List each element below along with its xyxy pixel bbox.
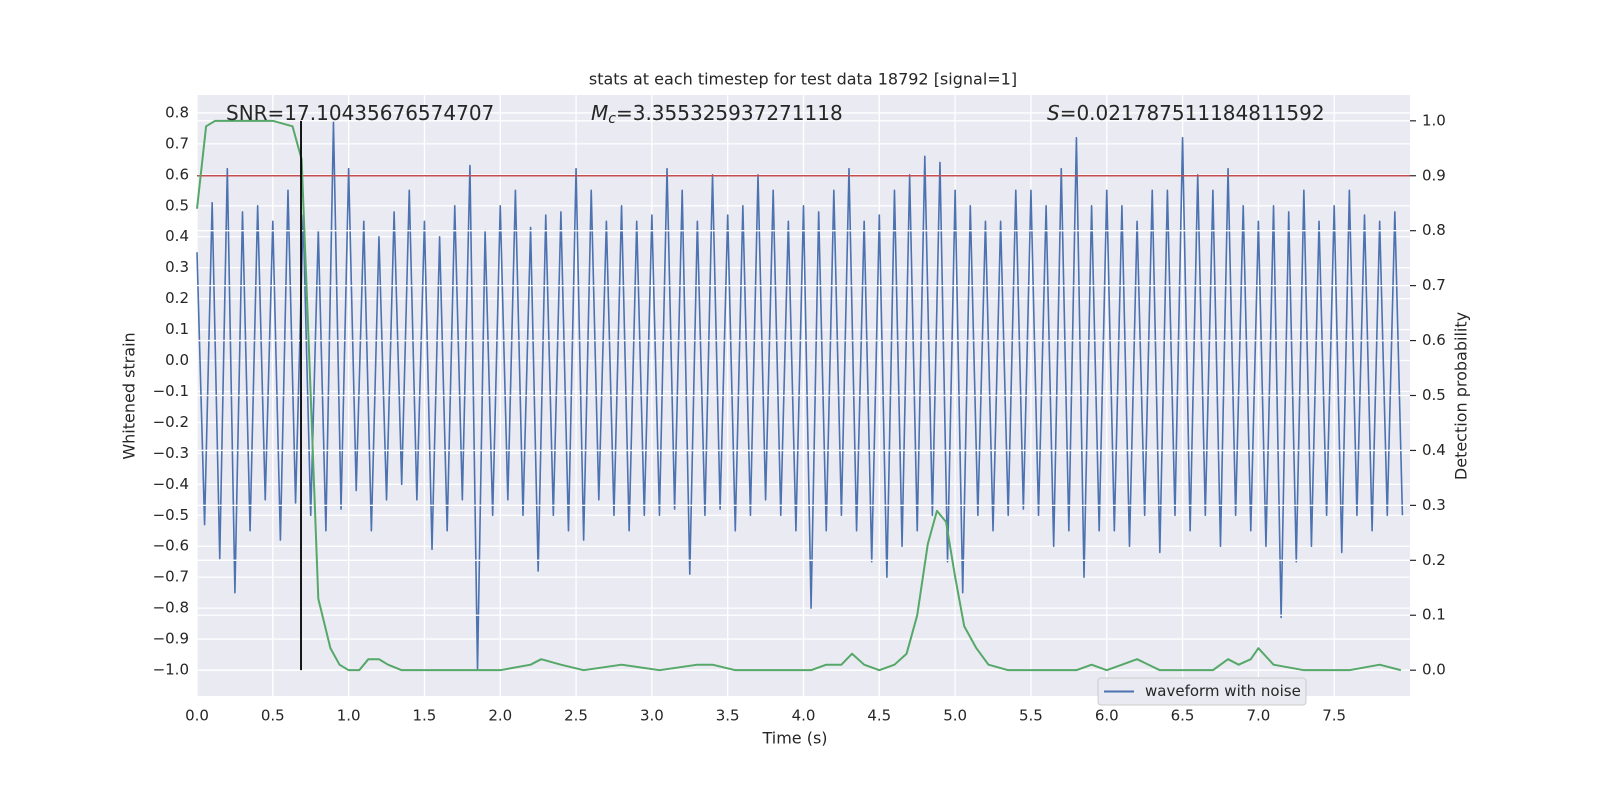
x-axis-label: Time (s) [761, 729, 827, 748]
y2-tick-label: 0.9 [1422, 166, 1446, 184]
y2-tick-label: 1.0 [1422, 111, 1446, 129]
y-tick-label: −0.4 [153, 475, 189, 493]
y-tick-label: −0.2 [153, 413, 189, 431]
chart-title: stats at each timestep for test data 187… [589, 70, 1017, 89]
x-tick-label: 2.5 [564, 707, 588, 725]
y-tick-label: 0.0 [165, 351, 189, 369]
annotation: Mc=3.355325937271118 [591, 101, 843, 128]
annotation-subscript: c [608, 111, 616, 127]
y2-tick-label: 0.2 [1422, 551, 1446, 569]
annotation-text: =0.021787511184811592 [1060, 101, 1325, 125]
y-tick-label: −1.0 [153, 661, 189, 679]
annotation-symbol: S [1047, 101, 1060, 125]
x-tick-label: 7.5 [1322, 707, 1346, 725]
y-tick-label: −0.9 [153, 630, 189, 648]
y-tick-label: −0.8 [153, 599, 189, 617]
x-tick-label: 3.0 [640, 707, 664, 725]
x-tick-label: 5.5 [1019, 707, 1043, 725]
y2-tick-label: 0.5 [1422, 386, 1446, 404]
legend-label: waveform with noise [1145, 682, 1301, 700]
x-tick-label: 4.0 [792, 707, 816, 725]
x-tick-label: 1.0 [337, 707, 361, 725]
y-axis-label: Whitened strain [120, 332, 139, 459]
y-tick-label: −0.3 [153, 444, 189, 462]
y2-tick-label: 0.4 [1422, 441, 1446, 459]
y-tick-label: 0.4 [165, 227, 189, 245]
y2-axis-label: Detection probability [1452, 312, 1471, 480]
y-tick-label: 0.1 [165, 320, 189, 338]
x-tick-label: 2.0 [488, 707, 512, 725]
x-tick-label: 0.0 [185, 707, 209, 725]
y-tick-label: −0.6 [153, 537, 189, 555]
annotation-text: SNR=17.10435676574707 [226, 101, 494, 125]
x-tick-label: 5.0 [943, 707, 967, 725]
x-tick-label: 4.5 [867, 707, 891, 725]
x-tick-label: 1.5 [413, 707, 437, 725]
annotation-symbol: M [591, 101, 608, 125]
x-tick-label: 6.5 [1171, 707, 1195, 725]
y2-tick-label: 0.8 [1422, 221, 1446, 239]
y-tick-label: −0.5 [153, 506, 189, 524]
x-tick-label: 3.5 [716, 707, 740, 725]
x-tick-label: 6.0 [1095, 707, 1119, 725]
line-series [196, 119, 1402, 672]
annotation: S=0.021787511184811592 [1047, 101, 1325, 125]
y-tick-label: 0.5 [165, 196, 189, 214]
y-tick-label: 0.2 [165, 289, 189, 307]
y2-tick-label: 0.6 [1422, 331, 1446, 349]
line-series [196, 121, 1404, 671]
annotation-text: =3.355325937271118 [616, 101, 843, 125]
x-tick-label: 0.5 [261, 707, 285, 725]
y2-tick-label: 0.3 [1422, 496, 1446, 514]
y2-tick-label: 0.0 [1422, 661, 1446, 679]
x-tick-label: 7.0 [1246, 707, 1270, 725]
y2-tick-label: 0.7 [1422, 276, 1446, 294]
y-tick-label: 0.6 [165, 165, 189, 183]
y-tick-label: 0.7 [165, 134, 189, 152]
y2-tick-label: 0.1 [1422, 606, 1446, 624]
annotation: SNR=17.10435676574707 [226, 101, 494, 125]
y-tick-label: −0.1 [153, 382, 189, 400]
y-tick-label: −0.7 [153, 568, 189, 586]
legend-box [1097, 677, 1307, 706]
y-tick-label: 0.3 [165, 258, 189, 276]
y-tick-label: 0.8 [165, 103, 189, 121]
